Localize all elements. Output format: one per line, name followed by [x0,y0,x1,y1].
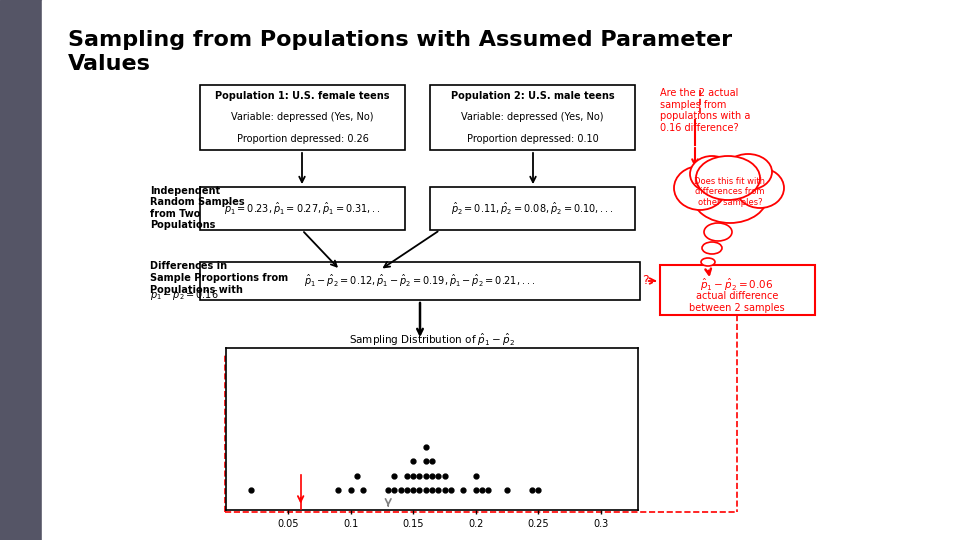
Bar [0,0,42,540]
Ellipse shape [692,167,768,223]
Text: Population 2: U.S. male teens: Population 2: U.S. male teens [450,91,614,101]
Text: Does this fit with
differences from
other samples?: Does this fit with differences from othe… [694,177,765,207]
Ellipse shape [696,156,760,200]
Text: ?: ? [641,274,648,287]
Text: $p_1 - p_2 = 0.16$: $p_1 - p_2 = 0.16$ [150,288,219,302]
Text: $\hat{p}_1 = 0.23, \hat{p}_1 = 0.27, \hat{p}_1 = 0.31, ..$: $\hat{p}_1 = 0.23, \hat{p}_1 = 0.27, \ha… [224,200,381,217]
Text: Proportion depressed: 0.10: Proportion depressed: 0.10 [467,134,598,144]
Text: Variable: depressed (Yes, No): Variable: depressed (Yes, No) [231,112,373,123]
Text: Values: Values [68,54,151,74]
Text: Variable: depressed (Yes, No): Variable: depressed (Yes, No) [461,112,604,123]
Text: Proportion depressed: 0.26: Proportion depressed: 0.26 [236,134,369,144]
Ellipse shape [704,223,732,241]
Text: Independent
Random Samples
from Two
Populations: Independent Random Samples from Two Popu… [150,186,245,231]
Text: $\hat{p}_2 = 0.11, \hat{p}_2 = 0.08, \hat{p}_2 = 0.10, ...$: $\hat{p}_2 = 0.11, \hat{p}_2 = 0.08, \ha… [451,200,614,217]
Bar [200,85,405,150]
Ellipse shape [702,242,722,254]
Ellipse shape [690,156,734,192]
Bar [660,265,815,315]
Text: Sampling from Populations with Assumed Parameter: Sampling from Populations with Assumed P… [68,30,732,50]
Text: $\hat{p}_1 - \hat{p}_2 = 0.06$: $\hat{p}_1 - \hat{p}_2 = 0.06$ [701,277,774,293]
Text: Population 1: U.S. female teens: Population 1: U.S. female teens [215,91,390,101]
Ellipse shape [724,154,772,190]
Bar [200,262,640,300]
Bar [430,85,635,150]
Bar [200,187,405,230]
Bar [430,187,635,230]
Ellipse shape [674,166,726,210]
Bar [135,85,825,515]
Text: $\hat{p}_1 - \hat{p}_2 = 0.12, \hat{p}_1 - \hat{p}_2 = 0.19, \hat{p}_1 - \hat{p}: $\hat{p}_1 - \hat{p}_2 = 0.12, \hat{p}_1… [304,273,536,289]
Title: Sampling Distribution of $\hat{p}_1 - \hat{p}_2$: Sampling Distribution of $\hat{p}_1 - \h… [349,332,515,348]
Ellipse shape [701,258,715,266]
Text: Differences in
Sample Proportions from
Populations with: Differences in Sample Proportions from P… [150,261,288,295]
Text: Are the 2 actual
samples from
populations with a
0.16 difference?: Are the 2 actual samples from population… [660,88,751,133]
Ellipse shape [736,168,784,208]
Text: actual difference
between 2 samples: actual difference between 2 samples [689,291,785,313]
